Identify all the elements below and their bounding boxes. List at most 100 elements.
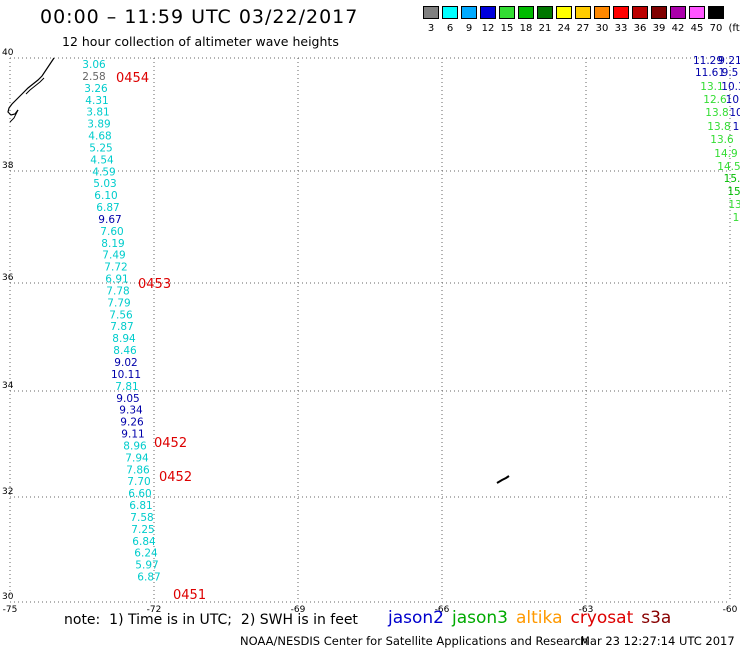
pass-time-labels: 0454 0453 0452 0452 0451 [116,71,206,603]
coastline-land [7,57,510,484]
swh-value: 7.87 [110,321,133,333]
legend-label: 18 [519,23,533,34]
swh-value: 7.86 [126,464,150,476]
legend-label: 33 [614,23,628,34]
lon-tick-label: -63 [579,605,594,615]
swh-value: 6.60 [128,488,151,500]
legend-label: 3 [427,23,435,34]
lon-tick-label: -75 [3,605,18,615]
swh-value: 4.54 [90,154,114,166]
swh-value: 3.26 [84,83,108,95]
swh-value: 7.25 [131,524,154,536]
generation-timestamp: Mar 23 12:27:14 UTC 2017 [580,634,735,648]
swh-value: 7.78 [106,285,129,297]
swh-value: 15 [727,186,740,198]
legend-swatch [499,6,515,19]
legend-swatch [613,6,629,19]
legend-swatch [480,6,496,19]
swh-value: 14.5 [717,161,740,173]
lat-tick-label: 32 [2,487,13,497]
swh-value: 9.34 [119,405,143,417]
altimeter-track-right: 11.299.2111.619.513.110.312.610.13.81013… [693,55,740,224]
swh-value: 6.91 [105,274,128,286]
pass-time-label: 0452 [159,470,192,485]
swh-value: 6.24 [134,548,158,560]
pass-time-label: 0451 [173,588,206,603]
swh-value: 6.87 [96,202,119,214]
legend-unit: (ft) [728,23,740,34]
swh-value: 10. [726,94,740,106]
swh-value: 11.61 [695,67,725,79]
legend-swatch [689,6,705,19]
swh-value: 14.9 [714,148,737,160]
legend-swatch [651,6,667,19]
swh-value: 7.70 [127,476,150,488]
legend-swatch [632,6,648,19]
swh-value: 8.46 [113,345,137,357]
lat-tick-label: 30 [2,592,14,602]
swh-value: 6.84 [132,536,156,548]
swh-value: 13.8 [707,121,730,133]
swh-value: 4.31 [85,95,108,107]
swh-value: 4.59 [92,166,115,178]
legend-label: 42 [671,23,685,34]
swh-value: 9.21 [718,55,740,67]
graticule: 40 38 36 34 32 30 -75 -72 -69 -66 -63 -60 [2,48,738,615]
legend-swatch [423,6,439,19]
legend-swatch [708,6,724,19]
swh-value: 8.94 [112,333,136,345]
swh-value: 6.10 [94,190,117,202]
satellite-legend: jason2 jason3 altika cryosat s3a [388,608,679,628]
swh-value: 7.56 [109,309,133,321]
swh-value: 4.68 [88,131,111,143]
legend-label: 6 [446,23,454,34]
swh-value: 3.89 [87,119,110,131]
swh-value: 5.97 [135,560,158,572]
swh-value: 6.81 [129,500,152,512]
legend-label: 36 [633,23,647,34]
pass-time-label: 0453 [138,277,171,292]
map-subtitle: 12 hour collection of altimeter wave hei… [62,34,339,49]
legend-label: 12 [481,23,495,34]
swh-value: 8.19 [101,238,124,250]
swh-value: 7.58 [130,512,153,524]
lon-tick-label: -72 [147,605,162,615]
legend-swatch [670,6,686,19]
swh-value: 7.72 [104,262,127,274]
lat-tick-label: 36 [2,273,14,283]
legend-label: 30 [595,23,609,34]
map-title: 00:00 – 11:59 UTC 03/22/2017 [40,6,359,28]
swh-value: 5.03 [93,178,116,190]
legend-swatch [537,6,553,19]
swh-value: 7.94 [125,452,149,464]
swh-value: 7.79 [107,297,130,309]
pass-time-label: 0452 [154,436,187,451]
swh-value: 3.06 [82,59,106,71]
swh-value: 7.60 [100,226,123,238]
swh-value: 9.5 [722,67,739,79]
swh-value: 7.81 [115,381,138,393]
swh-value: 7.49 [102,250,125,262]
legend-swatch [518,6,534,19]
swh-value: 2.58 [82,71,105,83]
swh-value: 13.8 [705,107,728,119]
legend-label: 24 [557,23,571,34]
satellite-jason2-label: jason2 [388,608,444,628]
swh-value: 9.02 [114,357,137,369]
footer-note: note: 1) Time is in UTC; 2) SWH is in fe… [64,612,358,628]
satellite-jason3-label: jason3 [452,608,508,628]
swh-value: 9.05 [116,393,139,405]
legend-swatch [594,6,610,19]
lat-tick-label: 34 [2,381,14,391]
swh-value: 5.25 [89,142,112,154]
swh-value: 10 [729,107,740,119]
swh-value: 10.3 [721,81,740,93]
legend-swatch [556,6,572,19]
legend-label: 15 [500,23,514,34]
legend-swatch [575,6,591,19]
satellite-altika-label: altika [516,608,563,628]
lon-tick-label: -60 [723,605,738,615]
swh-value: 15. [724,173,740,185]
swh-value: 10.11 [111,369,141,381]
swh-value: 1 [733,212,740,224]
